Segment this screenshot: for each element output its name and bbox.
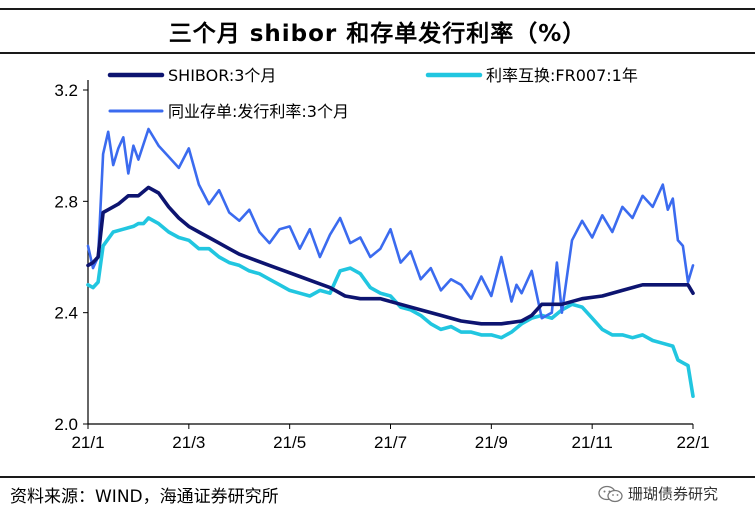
x-tick-label: 22/1 — [676, 433, 709, 452]
legend-label-2: 同业存单:发行利率:3个月 — [168, 102, 349, 121]
watermark-text: 珊瑚债券研究 — [628, 485, 719, 503]
source-note: 资料来源：WIND，海通证券研究所 — [10, 487, 279, 507]
wechat-icon — [598, 485, 623, 502]
legend-label-1: 利率互换:FR007:1年 — [486, 66, 638, 85]
watermark: 珊瑚债券研究 — [598, 483, 718, 504]
footer-rule — [0, 476, 755, 478]
chart-title: 三个月 shibor 和存单发行利率（%） — [168, 21, 587, 47]
x-tick-label: 21/1 — [71, 433, 104, 452]
series-line-0 — [86, 185, 695, 326]
x-tick-label: 21/3 — [172, 433, 205, 452]
line-chart: 2.0 2.4 2.8 3.2 21/1 21/3 21/5 21/7 21/9 21/11 22… — [54, 66, 709, 452]
y-tick-label: 2.0 — [54, 415, 78, 434]
chart-title-bar: 三个月 shibor 和存单发行利率（%） — [0, 8, 755, 54]
y-tick-label: 2.8 — [54, 192, 78, 211]
legend-label-0: SHIBOR:3个月 — [168, 66, 276, 85]
x-tick-label: 21/9 — [475, 433, 508, 452]
x-tick-label: 21/11 — [572, 433, 613, 452]
x-tick-label: 21/5 — [273, 433, 306, 452]
series-line-2 — [86, 127, 695, 320]
y-tick-label: 2.4 — [54, 304, 78, 323]
y-tick-label: 3.2 — [54, 81, 78, 100]
x-tick-label: 21/7 — [374, 433, 407, 452]
series-line-1 — [86, 216, 695, 399]
